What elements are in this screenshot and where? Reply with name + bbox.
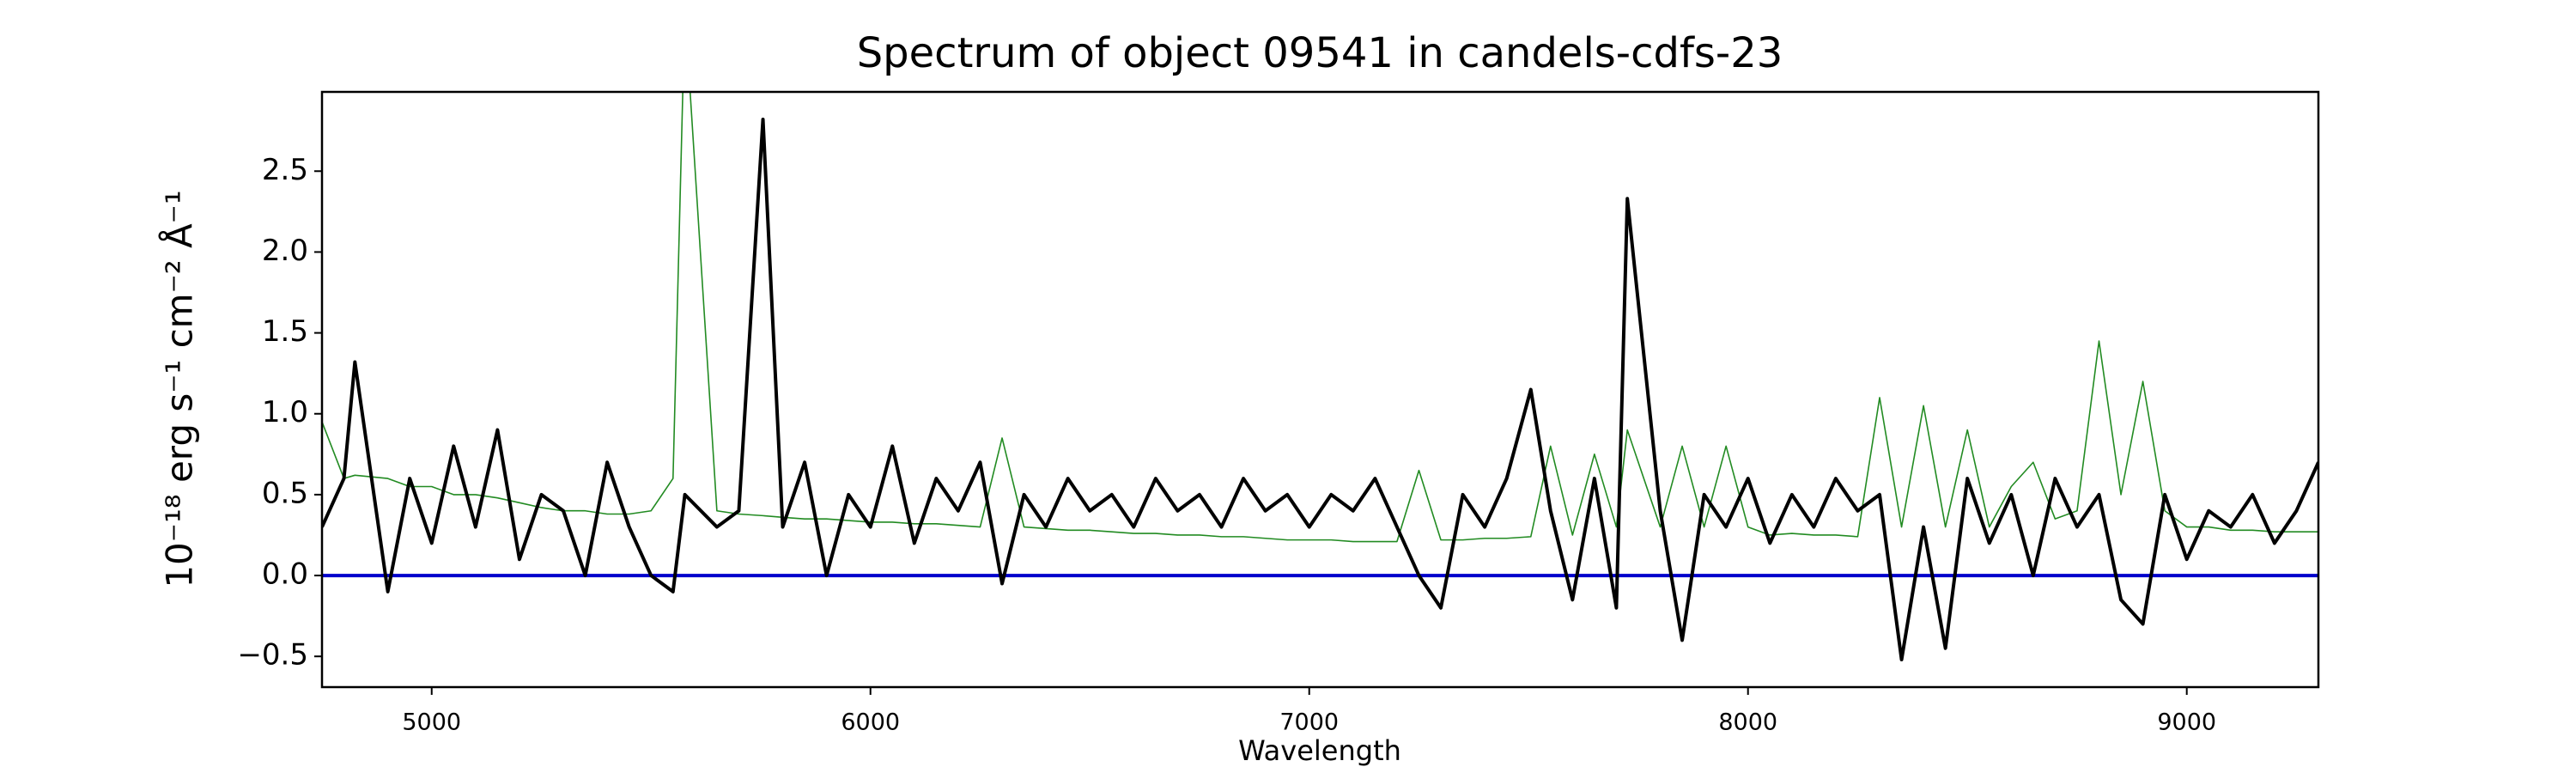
chart-title: Spectrum of object 09541 in candels-cdfs…: [857, 29, 1783, 77]
y-tick-label: 0.0: [262, 557, 308, 592]
x-axis-label: Wavelength: [1238, 734, 1401, 767]
y-tick-label: 1.5: [262, 314, 308, 349]
x-tick-label: 9000: [2157, 709, 2216, 736]
spectrum-line: [322, 118, 2318, 661]
x-tick-label: 7000: [1279, 709, 1339, 736]
y-tick-label: 0.5: [262, 476, 308, 510]
y-tick-label: −0.5: [237, 638, 308, 673]
x-tick-label: 6000: [841, 709, 900, 736]
y-tick-label: 2.5: [262, 153, 308, 187]
y-axis-label: 10⁻¹⁸ erg s⁻¹ cm⁻² Å⁻¹: [158, 190, 201, 587]
x-tick-label: 5000: [402, 709, 461, 736]
plot-frame: [320, 90, 2320, 689]
plot-area: [322, 92, 2318, 661]
y-tick-label: 2.0: [262, 234, 308, 268]
x-tick-label: 8000: [1718, 709, 1777, 736]
y-tick-label: 1.0: [262, 395, 308, 429]
spectrum-line: [322, 92, 2318, 543]
